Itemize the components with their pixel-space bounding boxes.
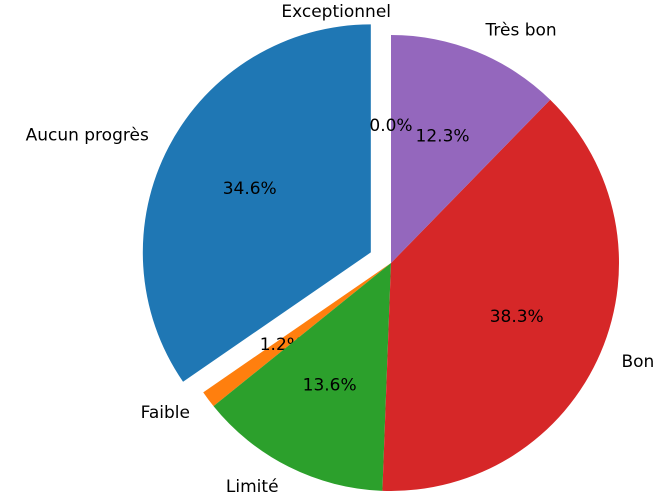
- slice-label: Bon: [621, 352, 654, 372]
- slice-label: Faible: [141, 403, 190, 423]
- slice-label: Limité: [226, 477, 279, 495]
- pie-slice: [203, 263, 391, 407]
- slice-label: Très bon: [485, 21, 557, 41]
- value-label: 0.0%: [369, 116, 412, 136]
- pie-slice: [142, 24, 371, 382]
- pie-slice: [213, 263, 391, 491]
- value-label: 38.3%: [490, 307, 544, 327]
- slice-label: Aucun progrès: [26, 126, 149, 146]
- pie-slice: [391, 35, 551, 263]
- value-label: 34.6%: [223, 179, 277, 199]
- slice-label: Exceptionnel: [281, 2, 391, 22]
- value-label: 13.6%: [303, 375, 357, 395]
- value-label: 12.3%: [416, 126, 470, 146]
- pie-slice: [382, 99, 619, 491]
